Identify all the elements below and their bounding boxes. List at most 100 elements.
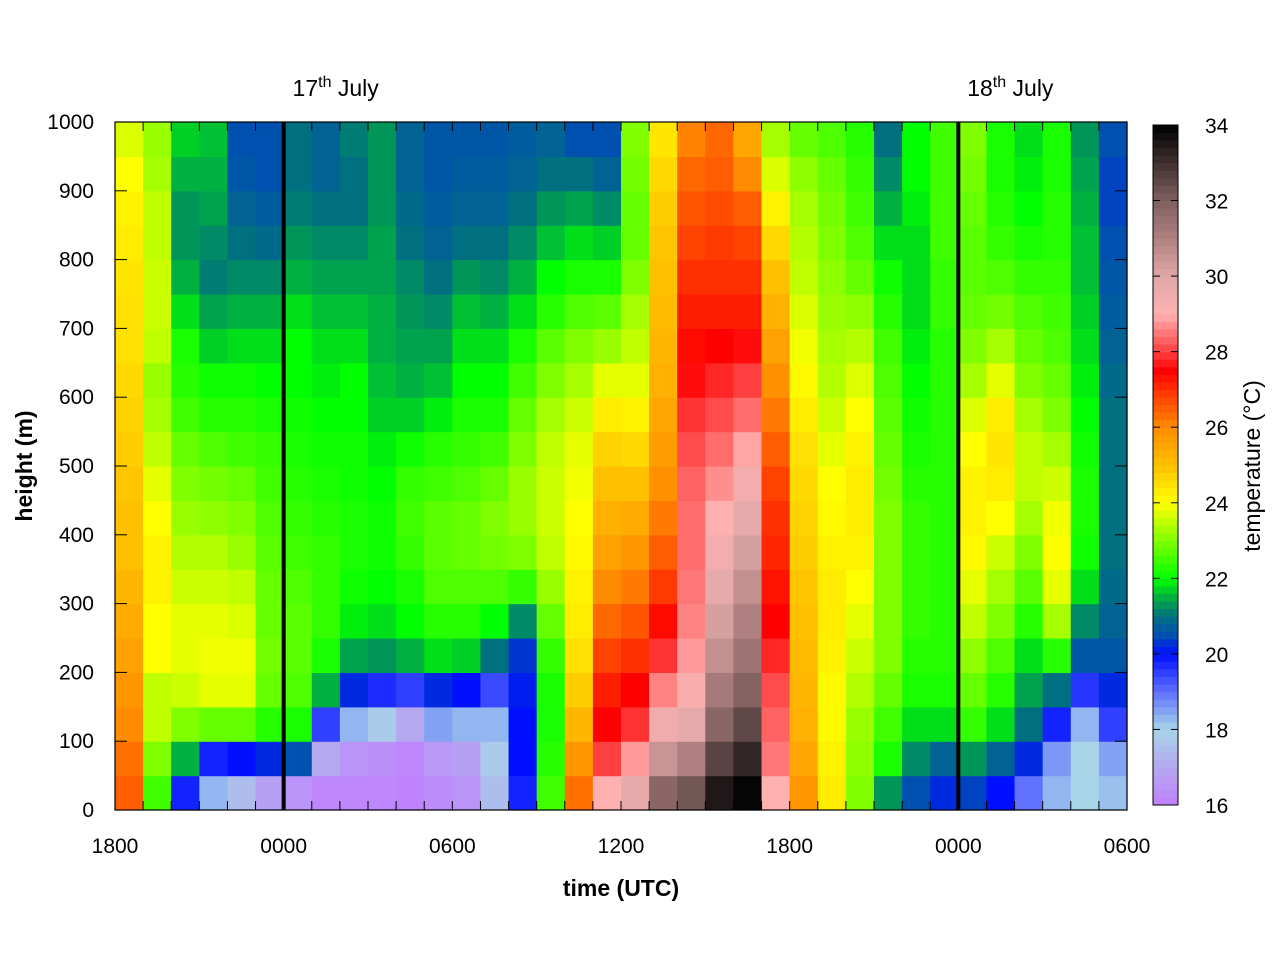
heatmap-cell [227,466,257,501]
heatmap-cell [508,741,538,777]
heatmap-cell [986,775,1016,811]
heatmap-cell [930,672,959,708]
heatmap-cell [171,569,200,605]
heatmap-cell [902,569,931,605]
heatmap-cell [733,156,763,192]
heatmap-cell [1014,328,1044,364]
heatmap-cell [789,225,819,261]
heatmap-cell [761,569,791,605]
heatmap-cell [958,500,988,536]
heatmap-cell [705,534,735,570]
heatmap-cell [845,225,875,261]
heatmap-cell [311,466,341,501]
heatmap-cell [255,122,285,157]
heatmap-cell [171,603,200,639]
heatmap-cell [536,672,566,708]
heatmap-cell [592,775,622,811]
heatmap-cell [705,466,735,501]
colorbar-segment [1153,517,1178,526]
heatmap-cell [986,122,1016,157]
heatmap-cell [1042,500,1072,536]
heatmap-cell [986,362,1016,398]
heatmap-cell [396,328,425,364]
heatmap-cell [649,500,678,536]
colorbar-segment [1153,412,1178,421]
colorbar-tick-label: 32 [1205,191,1228,214]
colorbar-segment [1153,691,1178,700]
heatmap-cell [902,225,931,261]
x-tick-label: 1800 [92,835,139,858]
x-tick-label: 0000 [935,835,982,858]
heatmap-cell [255,431,285,467]
heatmap-cell [1070,741,1100,777]
heatmap-cell [761,122,791,157]
heatmap-cell [1042,603,1072,639]
heatmap-cell [508,431,538,467]
heatmap-cell [1014,534,1044,570]
date-label-day: 18 [967,75,993,101]
heatmap-cell [424,259,453,295]
heatmap-cell [1070,225,1100,261]
heatmap-cell [536,569,566,605]
heatmap-cell [311,328,341,364]
heatmap-cell [592,706,622,742]
heatmap-cell [621,122,650,157]
heatmap-cell [733,466,763,501]
heatmap-cell [508,225,538,261]
heatmap-cell [199,569,229,605]
heatmap-cell [1070,775,1100,811]
heatmap-cell [424,397,453,433]
colorbar-segment [1153,313,1178,322]
heatmap-cell [564,259,594,295]
heatmap-cell [958,156,988,192]
colorbar-segment [1153,782,1178,791]
heatmap-cell [677,466,706,501]
colorbar-segment [1153,721,1178,730]
heatmap-cell [564,362,594,398]
heatmap-cell [705,603,735,639]
heatmap-cell [1042,259,1072,295]
heatmap-cell [1070,362,1100,398]
heatmap-cell [227,190,257,226]
heatmap-cell [480,534,510,570]
heatmap-cell [677,775,706,811]
heatmap-cell [845,397,875,433]
heatmap-cell [115,500,144,536]
heatmap-cell [143,603,172,639]
heatmap-cell [564,294,594,329]
heatmap-cell [930,397,959,433]
heatmap-cell [143,741,172,777]
colorbar-segment [1153,699,1178,708]
date-label-day: 17 [293,75,319,101]
heatmap-cell [536,397,566,433]
heatmap-cell [986,603,1016,639]
heatmap-cell [115,397,144,433]
heatmap-cell [1070,603,1100,639]
heatmap-cell [592,397,622,433]
heatmap-cell [227,741,257,777]
colorbar-segment [1153,563,1178,572]
heatmap-cell [592,500,622,536]
heatmap-cell [311,741,341,777]
heatmap-cell [227,362,257,398]
heatmap-cell [536,225,566,261]
heatmap-cell [705,225,735,261]
colorbar-segment [1153,767,1178,776]
heatmap-cell [789,500,819,536]
heatmap-cell [452,225,482,261]
heatmap-cell [339,534,369,570]
colorbar [1153,125,1178,806]
heatmap-cell [845,638,875,673]
heatmap-cell [1098,431,1128,467]
heatmap-cell [649,294,678,329]
heatmap-cell [621,603,650,639]
heatmap-cell [649,122,678,157]
heatmap-cell [255,225,285,261]
heatmap-cell [227,397,257,433]
heatmap-cell [733,328,763,364]
heatmap-cell [958,328,988,364]
heatmap-cell [1042,397,1072,433]
heatmap-cell [874,190,903,226]
heatmap-cell [564,431,594,467]
heatmap-cell [789,294,819,329]
